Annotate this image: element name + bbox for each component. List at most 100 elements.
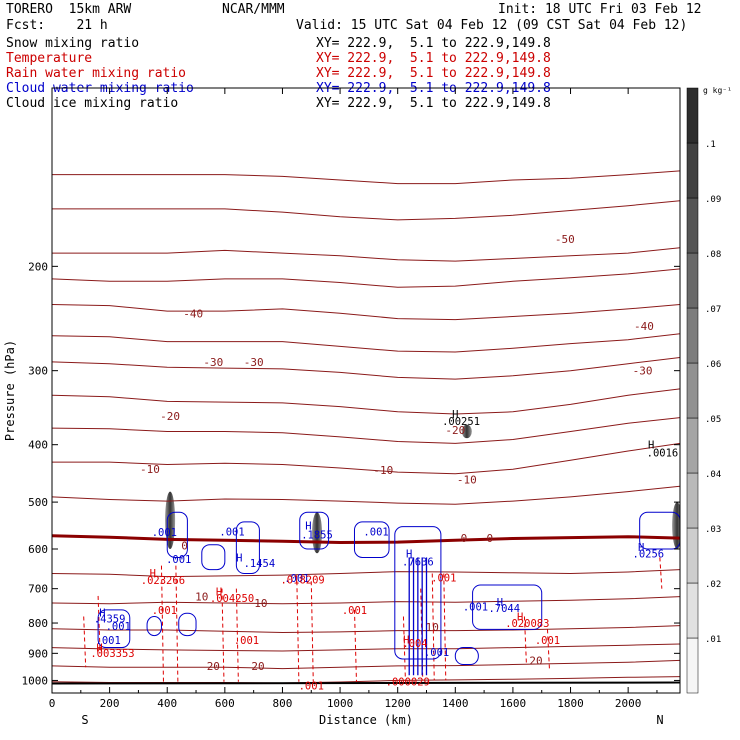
isotherm-line: [52, 569, 680, 578]
maximum-label: .003353: [90, 648, 134, 660]
endpoint-left-label: S: [81, 713, 88, 727]
cloud-water-contour: [353, 521, 390, 558]
maximum-label: .001: [234, 635, 259, 647]
colorbar-tick-label: .05: [705, 415, 721, 425]
rain-contour: [523, 616, 527, 665]
isotherm-label: -20: [445, 424, 465, 437]
maximum-label: H: [150, 568, 156, 580]
y-axis-label: Pressure (hPa): [3, 340, 17, 441]
maximum-label: H: [99, 608, 105, 620]
y-tick-label: 300: [28, 365, 48, 378]
maximum-label: .00161: [647, 447, 685, 459]
colorbar-tick-label: .08: [705, 250, 721, 260]
isotherm-label: 0: [461, 532, 468, 545]
isotherm-line: [52, 268, 680, 288]
maximum-label: .001: [284, 573, 309, 585]
maximum-label: H: [236, 552, 242, 564]
field-xy: XY= 222.9, 5.1 to 222.9,149.8: [316, 36, 551, 51]
cloud-water-contour: [472, 584, 543, 630]
snow-column: [461, 424, 472, 439]
maximum-label: .7044: [488, 603, 520, 615]
plot-frame: [51, 87, 681, 694]
isotherm-label: -30: [633, 365, 653, 378]
maximum-label: .001: [342, 605, 367, 617]
rain-contour: [97, 595, 101, 654]
maximum-label: H: [497, 597, 503, 609]
y-tick-label: 500: [28, 496, 48, 509]
rain-contour: [83, 616, 87, 668]
rain-contour: [235, 588, 239, 682]
maximum-label: H: [403, 635, 409, 647]
maximum-label: .018209: [280, 574, 324, 586]
x-tick-label: 200: [100, 697, 120, 710]
maximum-label: H: [216, 587, 222, 599]
header-valid: Valid: 15 UTC Sat 04 Feb 12 (09 CST Sat …: [296, 18, 688, 33]
maximum-label: .0256: [633, 548, 665, 560]
cloud-water-contour: [639, 511, 680, 550]
x-tick-label: 400: [157, 697, 177, 710]
isotherm-line: [52, 247, 680, 262]
header-model: TORERO 15km ARW: [6, 2, 132, 17]
maximum-label: .001: [299, 681, 324, 693]
x-tick-label: 800: [273, 697, 293, 710]
isotherm-label: 0: [181, 540, 188, 553]
colorbar-segment: [686, 637, 699, 694]
cloud-water-contour: [97, 609, 131, 649]
endpoint-right-label: N: [656, 713, 663, 727]
maximum-label: H: [406, 548, 412, 560]
maximum-label: .001: [431, 572, 456, 584]
isotherm-label: 0: [487, 532, 494, 545]
isotherm-label: 20: [207, 660, 220, 673]
colorbar-segment: [686, 87, 699, 144]
x-tick-label: 1200: [384, 697, 411, 710]
cloud-water-contour: [146, 616, 162, 637]
isotherm-label: -40: [634, 320, 654, 333]
maximum-label: .004250: [210, 593, 254, 605]
isotherm-line: [52, 170, 680, 185]
y-tick-label: 400: [28, 439, 48, 452]
zero-isotherm-line: [52, 534, 680, 545]
colorbar-unit: g kg⁻¹: [703, 86, 732, 95]
isotherm-line: [52, 357, 680, 380]
maximum-label: .1454: [244, 558, 276, 570]
maximum-label: .000029: [386, 677, 430, 689]
colorbar-tick-label: .04: [705, 470, 721, 480]
isotherm-line: [52, 659, 680, 670]
isotherm-line: [52, 442, 680, 475]
cloud-water-contour: [201, 544, 226, 571]
isotherm-line: [52, 388, 680, 415]
rain-contour: [443, 573, 447, 681]
colorbar-segment: [686, 472, 699, 529]
colorbar-tick-label: .09: [705, 195, 721, 205]
isotherm-label: 10: [195, 591, 208, 604]
rain-contour: [310, 581, 314, 682]
cloud-water-contour: [454, 647, 479, 666]
isotherm-line: [52, 625, 680, 634]
header-org: NCAR/MMM: [222, 2, 285, 17]
maximum-label: H: [96, 643, 102, 655]
isotherm-label: -20: [160, 410, 180, 423]
rain-contour: [659, 557, 663, 589]
y-tick-label: 600: [28, 543, 48, 556]
maximum-label: .00251: [442, 416, 480, 428]
isotherm-label: -30: [203, 356, 223, 369]
y-tick-label: 200: [28, 260, 48, 273]
colorbar-segment: [686, 527, 699, 584]
isotherm-label: 10: [426, 621, 439, 634]
colorbar-tick-label: .01: [705, 635, 721, 645]
maximum-label: .004: [402, 638, 427, 650]
ground-line: [52, 681, 680, 685]
snow-column: [672, 502, 680, 550]
maximum-label: .023266: [141, 575, 185, 587]
maximum-label: .1855: [301, 529, 333, 541]
isotherm-line: [52, 304, 680, 321]
isotherm-line: [52, 333, 680, 353]
x-tick-label: 2000: [615, 697, 642, 710]
isotherm-label: -10: [373, 464, 393, 477]
x-tick-label: 0: [49, 697, 56, 710]
isotherm-line: [52, 417, 680, 444]
cloud-water-contour: [235, 521, 260, 575]
maximum-label: H: [517, 612, 523, 624]
x-tick-label: 1800: [557, 697, 584, 710]
